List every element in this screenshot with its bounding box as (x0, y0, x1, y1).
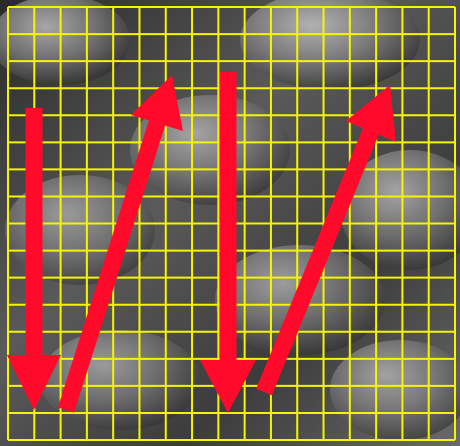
arrows (7, 72, 396, 413)
photo-object (340, 150, 460, 270)
photo-object (0, 0, 130, 85)
photo-object (330, 340, 460, 440)
arrow-shaft (256, 127, 379, 396)
photo-object (40, 330, 200, 430)
arrow-head (200, 360, 256, 413)
arrow-head (346, 85, 396, 142)
arrow-head (131, 75, 183, 131)
photo-object (240, 0, 420, 90)
arrow-head (7, 355, 61, 410)
arrow-shaft (57, 120, 166, 413)
